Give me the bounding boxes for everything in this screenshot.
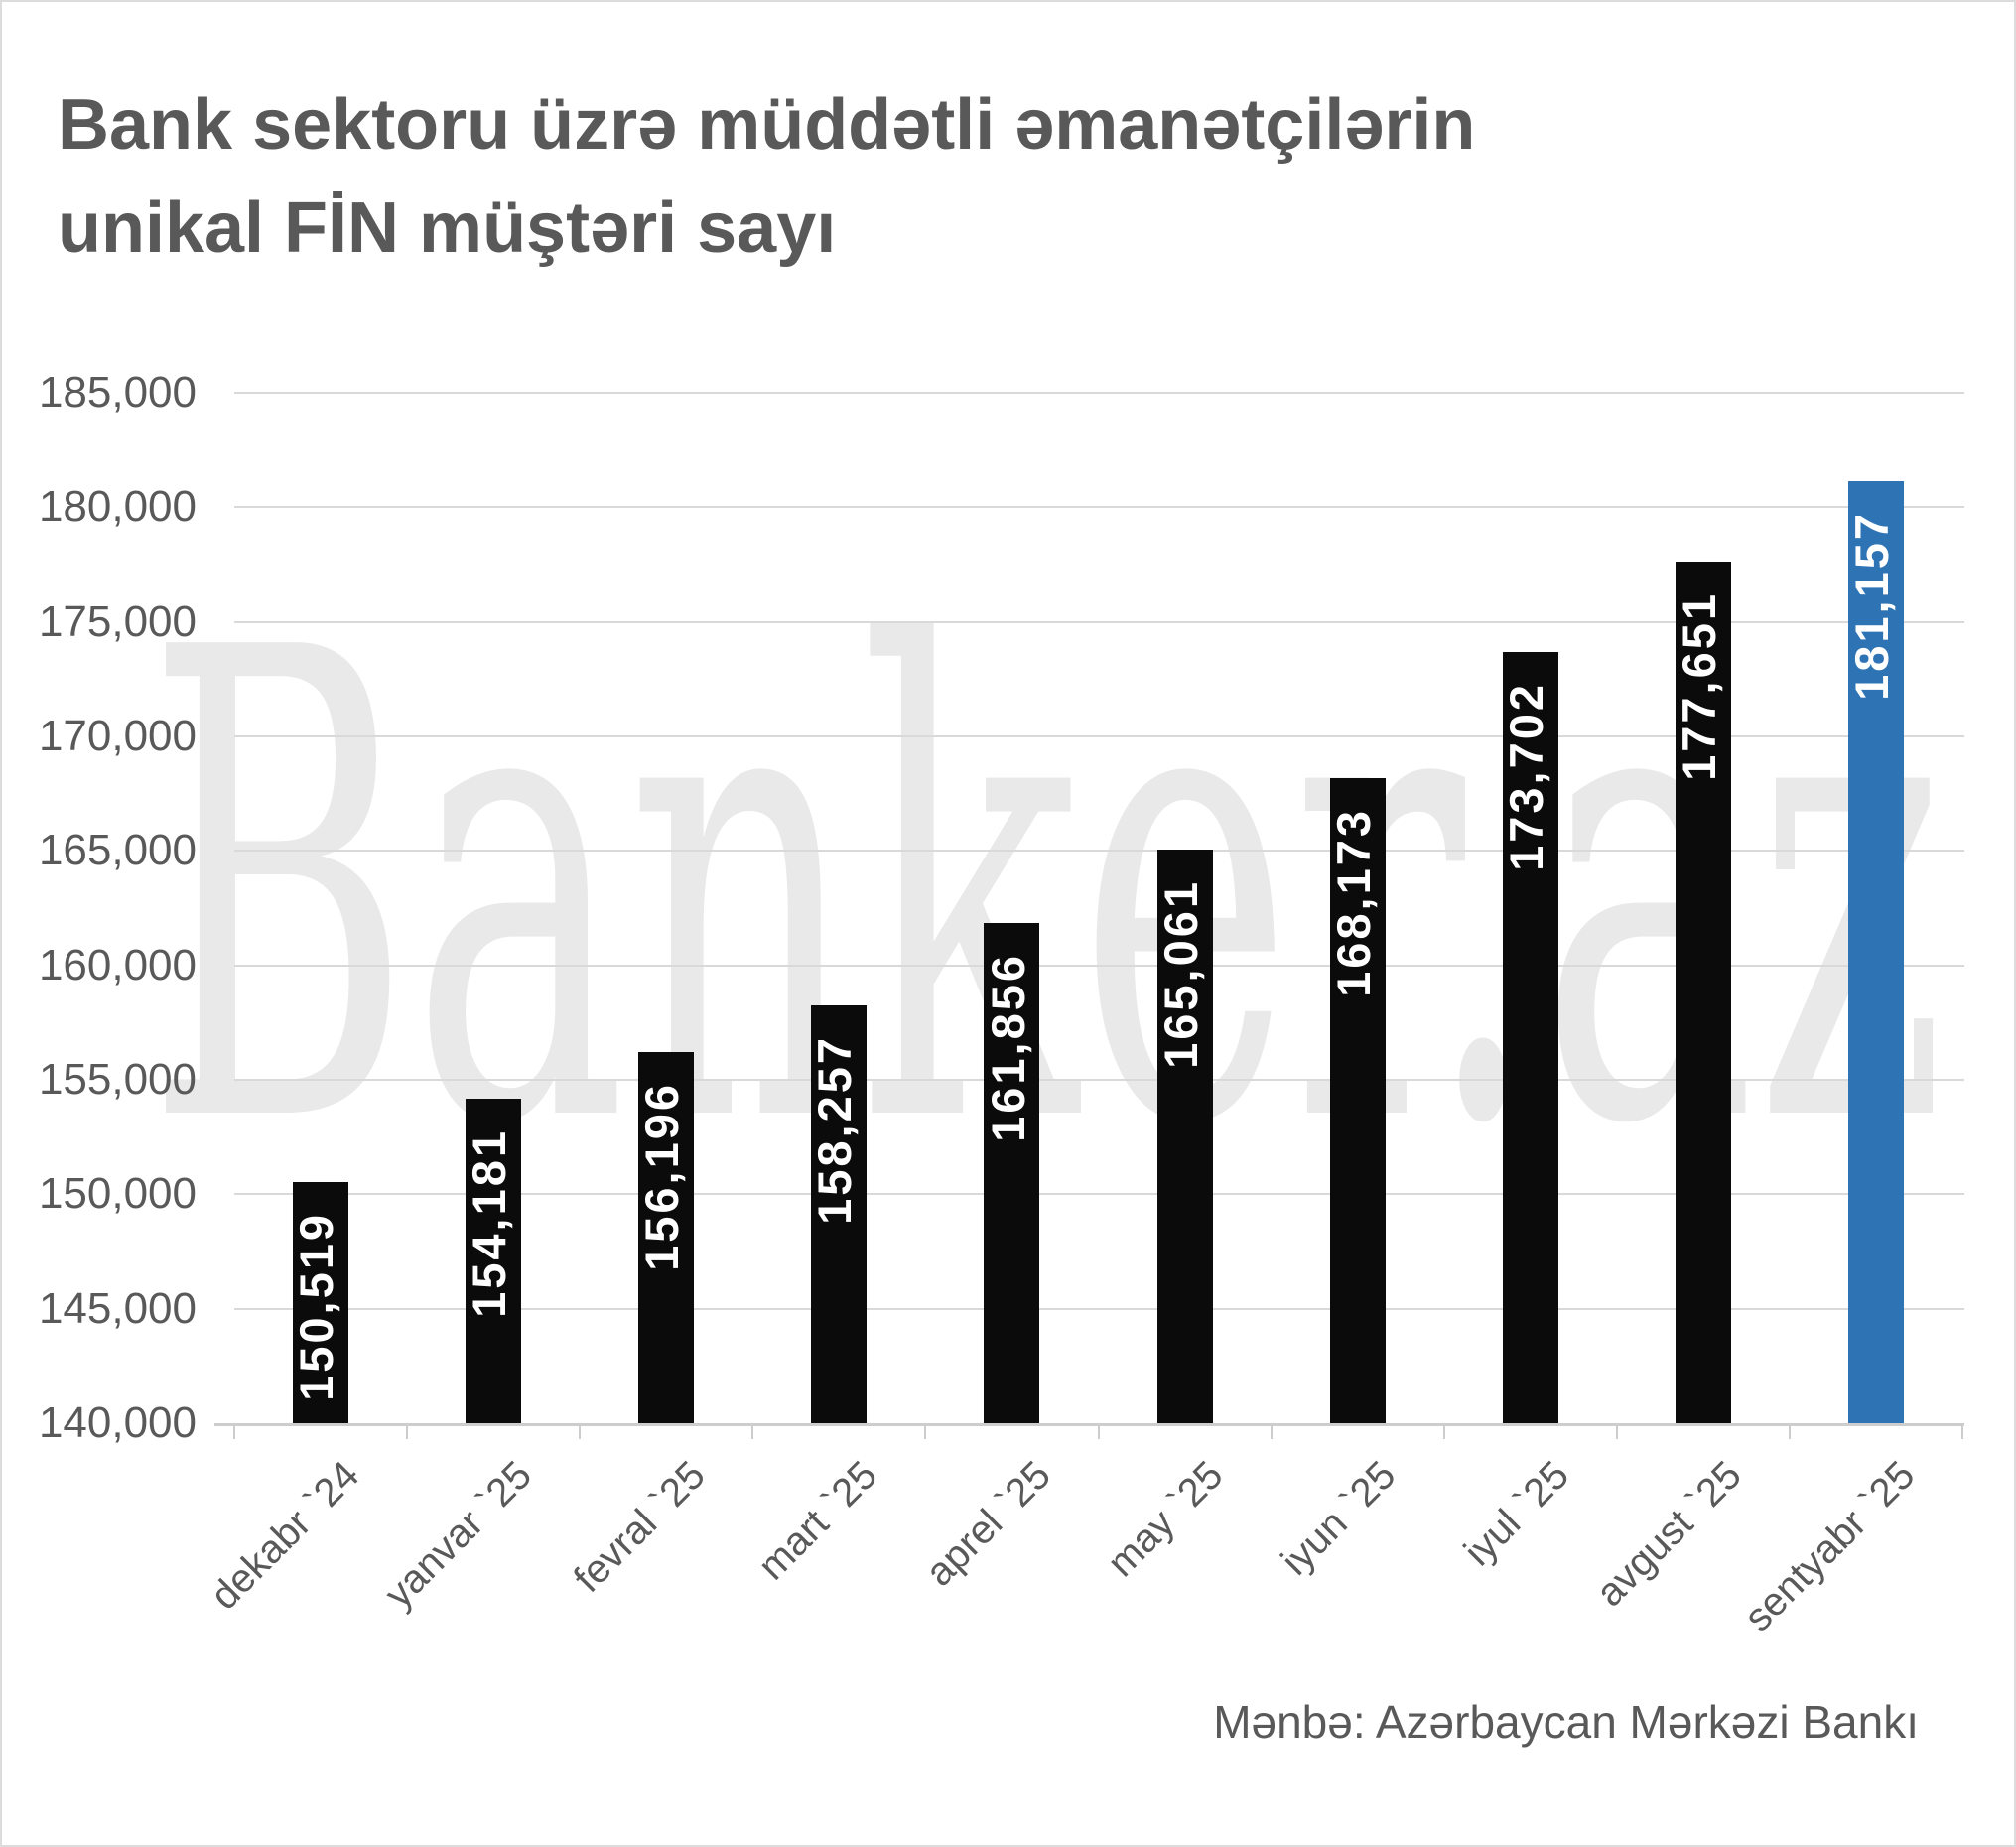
- bar: [984, 922, 1040, 1423]
- y-axis-label: 150,000: [38, 1169, 197, 1219]
- bar: [1156, 849, 1213, 1423]
- y-axis-label: 140,000: [38, 1398, 197, 1447]
- x-axis-label: avgust `25: [1587, 1453, 1750, 1616]
- y-axis-label: 175,000: [38, 596, 197, 646]
- bar: [293, 1182, 349, 1423]
- bar: [466, 1098, 522, 1423]
- y-gridline: [234, 850, 1964, 853]
- x-axis-label: yanvar `25: [376, 1453, 541, 1617]
- y-axis-label: 165,000: [38, 826, 197, 875]
- x-axis-tick: [751, 1423, 754, 1439]
- y-axis-label: 180,000: [38, 482, 197, 532]
- x-axis-label: fevral `25: [565, 1453, 714, 1602]
- y-gridline: [234, 1079, 1964, 1081]
- y-gridline: [234, 964, 1964, 967]
- x-axis-tick: [1097, 1423, 1100, 1439]
- bar: [1329, 778, 1386, 1423]
- bar-value-label: 173,702: [1499, 681, 1552, 871]
- bar-value-label: 168,173: [1326, 808, 1380, 998]
- y-axis-label: 145,000: [38, 1283, 197, 1333]
- bar-value-label: 158,257: [808, 1034, 862, 1225]
- bar-value-label: 165,061: [1153, 878, 1207, 1069]
- x-axis-label: sentyabr `25: [1735, 1453, 1924, 1641]
- x-axis-tick: [1270, 1423, 1273, 1439]
- y-axis-label: 155,000: [38, 1055, 197, 1104]
- x-axis-tick: [233, 1423, 235, 1439]
- x-axis-line: [214, 1423, 1964, 1426]
- x-axis-tick: [924, 1423, 927, 1439]
- bar: [638, 1052, 695, 1423]
- bar-value-label: 150,519: [290, 1212, 343, 1402]
- x-axis-label: iyun `25: [1274, 1453, 1405, 1584]
- bar: [1502, 651, 1558, 1423]
- y-gridline: [234, 506, 1964, 509]
- source-note: Mənbə: Azərbaycan Mərkəzi Bankı: [1213, 1696, 1919, 1748]
- bar-highlight: [1847, 480, 1904, 1423]
- x-axis-label: dekabr `24: [202, 1453, 368, 1619]
- y-gridline: [234, 735, 1964, 737]
- bar-value-label: 154,181: [463, 1127, 516, 1318]
- x-axis-label: aprel `25: [916, 1453, 1059, 1595]
- y-gridline: [234, 1193, 1964, 1196]
- chart-title-line1: Bank sektoru üzrə müddətli əmanətçilərin: [58, 85, 1476, 165]
- y-gridline: [234, 392, 1964, 394]
- x-axis-tick: [406, 1423, 409, 1439]
- y-axis-label: 170,000: [38, 712, 197, 760]
- x-axis-tick: [1615, 1423, 1618, 1439]
- x-axis-label: mart `25: [750, 1453, 886, 1589]
- bar: [811, 1004, 868, 1423]
- y-gridline: [234, 620, 1964, 623]
- x-axis-tick: [1961, 1423, 1963, 1439]
- x-axis-tick: [1788, 1423, 1791, 1439]
- bar-value-label: 156,196: [635, 1082, 689, 1272]
- x-axis-tick: [1442, 1423, 1445, 1439]
- bar: [1675, 561, 1731, 1423]
- watermark: Banker.az: [146, 515, 1947, 1265]
- x-axis-label: iyul `25: [1455, 1453, 1577, 1575]
- y-gridline: [234, 1307, 1964, 1310]
- bar-value-label: 181,157: [1844, 510, 1898, 701]
- y-axis-label: 160,000: [38, 940, 197, 989]
- bar-value-label: 177,651: [1672, 591, 1725, 781]
- x-axis-tick: [579, 1423, 582, 1439]
- bar-value-label: 161,856: [981, 952, 1034, 1142]
- chart-title-line2: unikal FİN müştəri sayı: [58, 189, 837, 268]
- x-axis-label: may `25: [1099, 1453, 1232, 1586]
- chart-title: Bank sektoru üzrə müddətli əmanətçilərin…: [58, 73, 1475, 280]
- y-axis-label: 185,000: [38, 368, 197, 417]
